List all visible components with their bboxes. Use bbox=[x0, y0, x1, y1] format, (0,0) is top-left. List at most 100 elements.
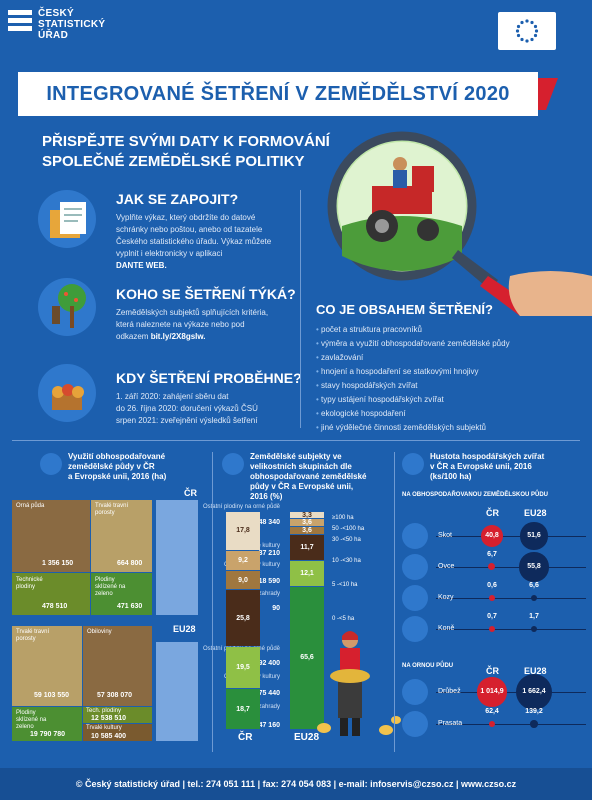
when-text: 1. září 2020: zahájení sběru dat do 26. … bbox=[116, 392, 258, 425]
animal-name: Koně bbox=[438, 625, 455, 632]
eu-travni-tile: Trvalé travní porosty 59 103 550 bbox=[12, 626, 82, 706]
bar-legend-label: 10 -<30 ha bbox=[332, 558, 361, 564]
cr-legend-label: Trvalé kultury bbox=[244, 543, 280, 549]
eu-small-strip bbox=[156, 642, 198, 741]
density-dot bbox=[489, 626, 495, 632]
density-value: 51,6 bbox=[527, 532, 541, 539]
bar-segment: 65,6 bbox=[290, 586, 324, 729]
bar-segment: 3,6 bbox=[290, 519, 324, 526]
czso-logo-icon bbox=[8, 10, 32, 31]
density-value: 0,7 bbox=[487, 613, 497, 620]
subtitle: PŘISPĚJTE SVÝMI DATY K FORMOVÁNÍ SPOLEČN… bbox=[42, 133, 330, 170]
density-value: 0,6 bbox=[487, 582, 497, 589]
animals-cr-header-2: ČR bbox=[486, 666, 499, 676]
density-value: 55,8 bbox=[527, 563, 541, 570]
animal-name: Ovce bbox=[438, 563, 455, 570]
list-item: zavlažování bbox=[316, 351, 510, 365]
cr-label: ČR bbox=[184, 488, 197, 498]
bar-legend-label: 0 -<5 ha bbox=[332, 616, 355, 622]
density-dot bbox=[516, 674, 552, 710]
animal-name: Drůbež bbox=[438, 688, 461, 695]
chickens-illustration bbox=[317, 716, 401, 735]
divider bbox=[212, 452, 213, 752]
animal-name: Kozy bbox=[438, 594, 454, 601]
cr-small-strip bbox=[156, 500, 198, 615]
cr-legend-value: 37 210 bbox=[258, 550, 280, 557]
density-row-line bbox=[436, 536, 586, 537]
eu-label: EU28 bbox=[173, 624, 196, 634]
land-cr-treemap: Orná půda 1 356 150 Trvalé travní porost… bbox=[12, 500, 152, 615]
eu-orna-tile: Obiloviny 57 308 070 bbox=[83, 626, 152, 706]
list-item: stavy hospodářských zvířat bbox=[316, 379, 510, 393]
magnifier-tractor-illustration bbox=[327, 131, 592, 316]
bar-segment: 18,7 bbox=[226, 689, 260, 729]
page-title: INTEGROVANÉ ŠETŘENÍ V ZEMĚDĚLSTVÍ 2020 bbox=[18, 72, 538, 116]
density-dot bbox=[488, 563, 496, 571]
density-row-line bbox=[436, 598, 586, 599]
bar-segment: 25,8 bbox=[226, 590, 260, 646]
eu-legend-value: 7 892 400 bbox=[248, 660, 280, 667]
bar-segment: 9,2 bbox=[226, 550, 260, 570]
land-title: Využití obhospodařované zemědělské půdy … bbox=[68, 452, 167, 481]
density-value: 62,4 bbox=[485, 708, 499, 715]
density-dot bbox=[489, 595, 495, 601]
bar-legend-label: 30 -<50 ha bbox=[332, 537, 361, 543]
bar-segment: 17,8 bbox=[226, 512, 260, 550]
density-dot bbox=[530, 594, 538, 602]
bar-segment: 12,1 bbox=[290, 560, 324, 586]
animals-sub1: NA OBHOSPODAŘOVANOU ZEMĚDĚLSKOU PŮDU bbox=[402, 492, 549, 498]
title-accent-shape bbox=[538, 78, 558, 110]
cr-tech-tile: Technické plodiny 478 510 bbox=[12, 573, 90, 615]
list-item: výměra a využití obhospodařované zeměděl… bbox=[316, 337, 510, 351]
bar-legend-label: 50 -<100 ha bbox=[332, 526, 365, 532]
density-value: 139,2 bbox=[525, 708, 543, 715]
density-value: 6,6 bbox=[529, 582, 539, 589]
density-value: 1 662,4 bbox=[522, 688, 546, 695]
density-row-line bbox=[436, 629, 586, 630]
animals-cr-header: ČR bbox=[486, 508, 499, 518]
who-heading: KOHO SE ŠETŘENÍ TÝKÁ? bbox=[116, 286, 296, 302]
density-dot bbox=[530, 720, 538, 728]
animal-name: Skot bbox=[438, 532, 453, 539]
density-row-line bbox=[436, 692, 586, 693]
animal-icon bbox=[402, 554, 428, 580]
density-row-line bbox=[436, 724, 586, 725]
density-dot bbox=[520, 522, 548, 550]
cr-legend-value: 18 590 bbox=[258, 578, 280, 585]
animals-eu-header-2: EU28 bbox=[524, 666, 547, 676]
bar-legend-label: 5 -<10 ha bbox=[332, 582, 358, 588]
density-value: 6,7 bbox=[487, 551, 497, 558]
divider bbox=[394, 452, 395, 752]
section-divider bbox=[12, 440, 580, 441]
divider bbox=[300, 190, 301, 428]
bar-legend-label: ≥100 ha bbox=[332, 515, 354, 521]
bar-category-label: ČR bbox=[238, 732, 253, 743]
animal-name: Prasata bbox=[438, 720, 463, 727]
eu-flag-icon bbox=[498, 12, 556, 50]
farmer-tree-icon bbox=[38, 278, 96, 336]
content-list: počet a struktura pracovníků výměra a vy… bbox=[316, 323, 510, 435]
cr-legend-value: 90 bbox=[272, 605, 280, 612]
animals-title: Hustota hospodářských zvířat v ČR a Evro… bbox=[430, 452, 545, 481]
density-value: 40,8 bbox=[485, 532, 499, 539]
animal-icon bbox=[402, 523, 428, 549]
list-item: typy ustájení hospodářských zvířat bbox=[316, 393, 510, 407]
how-text: Vyplňte výkaz, který obdržíte do datové … bbox=[116, 213, 272, 270]
cr-legend-value: 148 340 bbox=[254, 519, 280, 526]
bar-segment: 3,3 bbox=[290, 512, 324, 519]
chicken-icon bbox=[402, 453, 424, 475]
animal-icon bbox=[402, 711, 428, 737]
eu-legend-value: 5 875 440 bbox=[248, 690, 280, 697]
eu-kultury-tile: Trvalé kultury 10 585 400 bbox=[83, 724, 152, 741]
animals-sub2: NA ORNOU PŮDU bbox=[402, 663, 454, 669]
survey-link[interactable]: bit.ly/2X8gslw. bbox=[150, 332, 206, 341]
content-heading: CO JE OBSAHEM ŠETŘENÍ? bbox=[316, 302, 493, 317]
czso-logo-text: ČESKÝ STATISTICKÝ ÚŘAD bbox=[38, 8, 106, 41]
density-value: 1 014,9 bbox=[480, 688, 504, 695]
footer: © Český statistický úřad | tel.: 274 051… bbox=[0, 768, 592, 800]
density-dot bbox=[519, 552, 549, 582]
cr-legend-label: Ostatní plodiny na orné půdě bbox=[202, 504, 280, 510]
bar-segment: 19,5 bbox=[226, 646, 260, 689]
animals-eu-header: EU28 bbox=[524, 508, 547, 518]
when-heading: KDY ŠETŘENÍ PROBĚHNE? bbox=[116, 370, 302, 386]
